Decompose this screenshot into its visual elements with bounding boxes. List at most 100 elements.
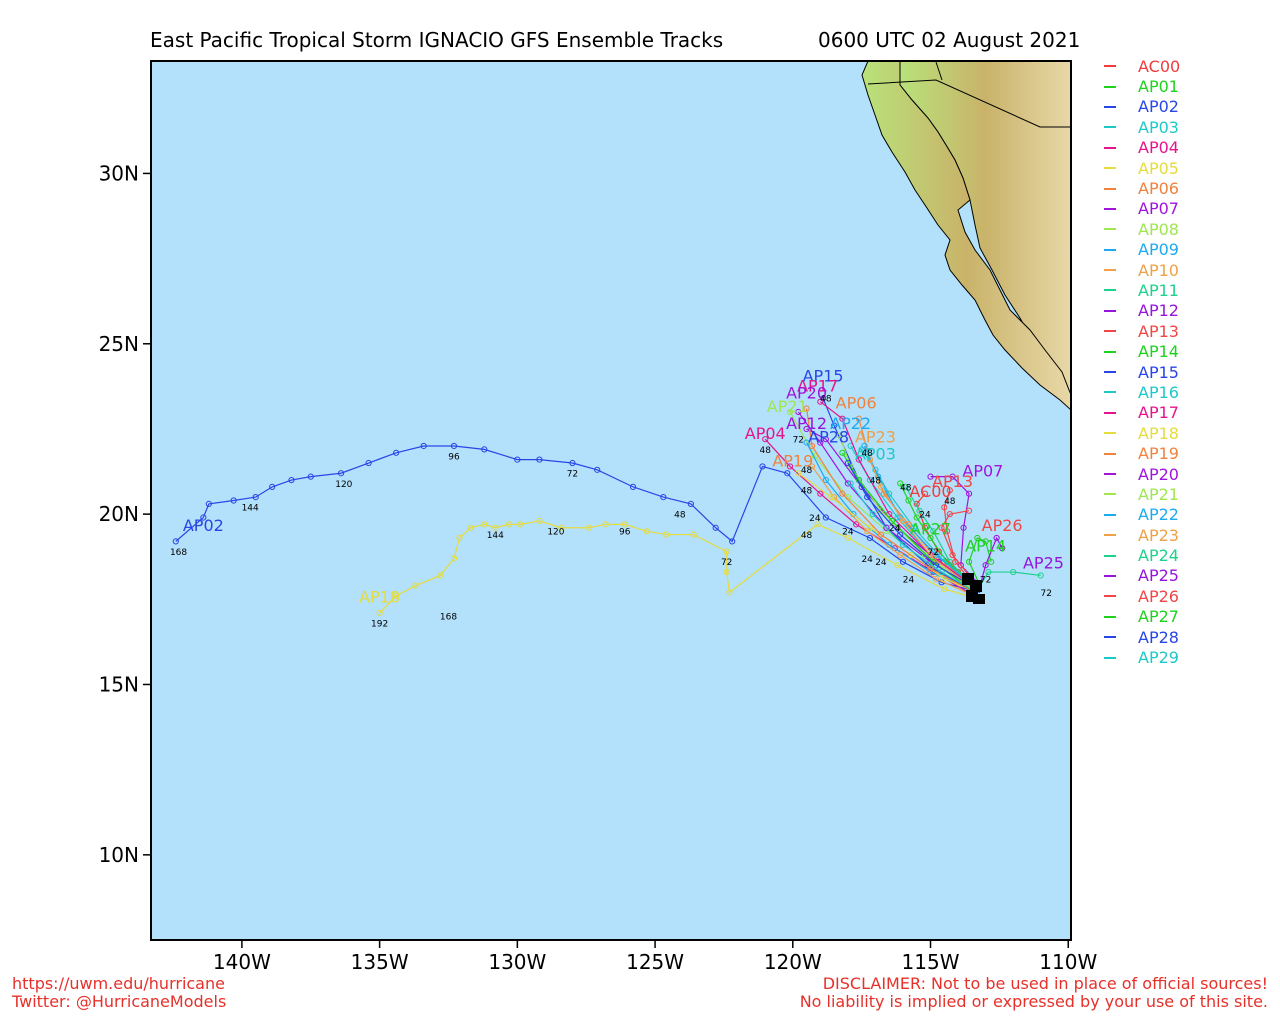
legend-label: AP16: [1138, 382, 1179, 402]
legend-label: AP14: [1138, 342, 1179, 362]
forecast-hour-label: 96: [619, 528, 631, 538]
track-ap01: [897, 480, 978, 590]
legend-swatch: [1104, 167, 1116, 170]
forecast-hour-label: 72: [928, 548, 939, 558]
track-point: [897, 480, 904, 487]
track-point: [921, 490, 929, 497]
forecast-hour-label: 48: [760, 446, 772, 456]
ensemble-legend: AC00 AP01 AP02 AP03 AP04 AP05 AP06 AP07 AP08 AP09…: [1104, 56, 1180, 668]
legend-item-ap18: AP18: [1104, 423, 1180, 443]
footer-url[interactable]: https://uwm.edu/hurricane: [12, 974, 225, 993]
track-ap19: [803, 405, 975, 594]
legend-label: AP15: [1138, 362, 1179, 382]
track-label: AP28: [808, 428, 849, 447]
legend-item-ap27: AP27: [1104, 607, 1180, 627]
track-point: [467, 524, 474, 531]
track-point: [844, 459, 851, 467]
track-point: [450, 442, 458, 450]
legend-item-ap21: AP21: [1104, 484, 1180, 504]
forecast-hour-label: 24: [875, 558, 887, 568]
track-point: [999, 545, 1006, 552]
track-point: [481, 446, 488, 453]
legend-swatch: [1104, 105, 1116, 108]
track-point: [230, 497, 237, 504]
forecast-hour-label: 144: [242, 504, 259, 514]
legend-swatch: [1104, 269, 1116, 272]
track-point: [288, 476, 295, 484]
legend-item-ap26: AP26: [1104, 586, 1180, 606]
legend-label: AP13: [1138, 321, 1179, 341]
track-point: [269, 483, 276, 490]
legend-item-ap20: AP20: [1104, 464, 1180, 484]
track-point: [974, 534, 981, 542]
track-point: [687, 500, 694, 508]
lat-tick-label: 15N: [99, 672, 139, 696]
legend-swatch: [1104, 187, 1116, 190]
forecast-hour-label: 72: [567, 470, 578, 480]
track-point: [200, 514, 207, 521]
map-frame: [150, 60, 1072, 941]
legend-swatch: [1104, 493, 1116, 496]
legend-label: AP04: [1138, 138, 1179, 158]
forecast-hour-label: 120: [547, 528, 564, 538]
legend-swatch: [1104, 371, 1116, 374]
lon-tick-label: 125W: [626, 950, 684, 974]
track-point: [847, 480, 854, 487]
footer-twitter[interactable]: Twitter: @HurricaneModels: [12, 992, 227, 1011]
track-label: AP14: [965, 537, 1006, 556]
track-point: [853, 521, 860, 528]
forecast-hour-label: 144: [487, 531, 504, 541]
track-point: [855, 415, 863, 422]
forecast-hour-label: 48: [944, 497, 956, 507]
track-point: [803, 439, 810, 446]
legend-swatch: [1104, 391, 1116, 394]
track-point: [869, 511, 876, 518]
legend-item-ap16: AP16: [1104, 382, 1180, 402]
legend-label: AP20: [1138, 464, 1179, 484]
track-ap14: [965, 534, 995, 586]
legend-label: AP07: [1138, 199, 1179, 219]
track-point: [866, 534, 874, 542]
track-point: [786, 463, 794, 470]
track-label: AP26: [982, 516, 1023, 535]
forecast-hour-label: 120: [335, 480, 352, 490]
track-label: AP06: [836, 394, 877, 413]
track-point: [839, 490, 846, 497]
forecast-hour-label: 24: [842, 528, 854, 538]
legend-label: AP01: [1138, 77, 1179, 97]
track-line: [806, 442, 978, 594]
track-line: [379, 520, 981, 614]
legend-item-ap12: AP12: [1104, 301, 1180, 321]
lat-tick-label: 25N: [99, 332, 139, 356]
legend-label: AP18: [1138, 423, 1179, 443]
legend-swatch: [1104, 330, 1116, 333]
forecast-hour-label: 24: [889, 524, 901, 534]
legend-label: AP08: [1138, 219, 1179, 239]
legend-label: AP17: [1138, 403, 1179, 423]
track-point: [723, 568, 730, 576]
forecast-hour-label: 48: [801, 531, 813, 541]
legend-swatch: [1104, 309, 1116, 312]
track-point: [456, 534, 463, 542]
legend-item-ap07: AP07: [1104, 199, 1180, 219]
legend-label: AP22: [1138, 505, 1179, 525]
track-point: [569, 459, 576, 467]
track-point: [450, 555, 458, 562]
track-point: [492, 524, 499, 531]
track-line: [839, 435, 978, 593]
track-label: AP12: [786, 414, 827, 433]
track-point: [437, 572, 444, 579]
track-line: [943, 490, 976, 587]
initial-position-markers: [962, 573, 985, 604]
forecast-hour-label: 48: [861, 449, 873, 459]
track-point: [861, 442, 868, 450]
legend-swatch: [1104, 85, 1116, 88]
border-line: [867, 79, 1071, 128]
track-point: [759, 463, 766, 470]
track-label: AP22: [830, 414, 871, 433]
track-point: [894, 562, 901, 569]
track-label: AP25: [1023, 554, 1064, 573]
track-point: [864, 493, 871, 501]
track-point: [828, 493, 835, 501]
legend-item-ap15: AP15: [1104, 362, 1180, 382]
